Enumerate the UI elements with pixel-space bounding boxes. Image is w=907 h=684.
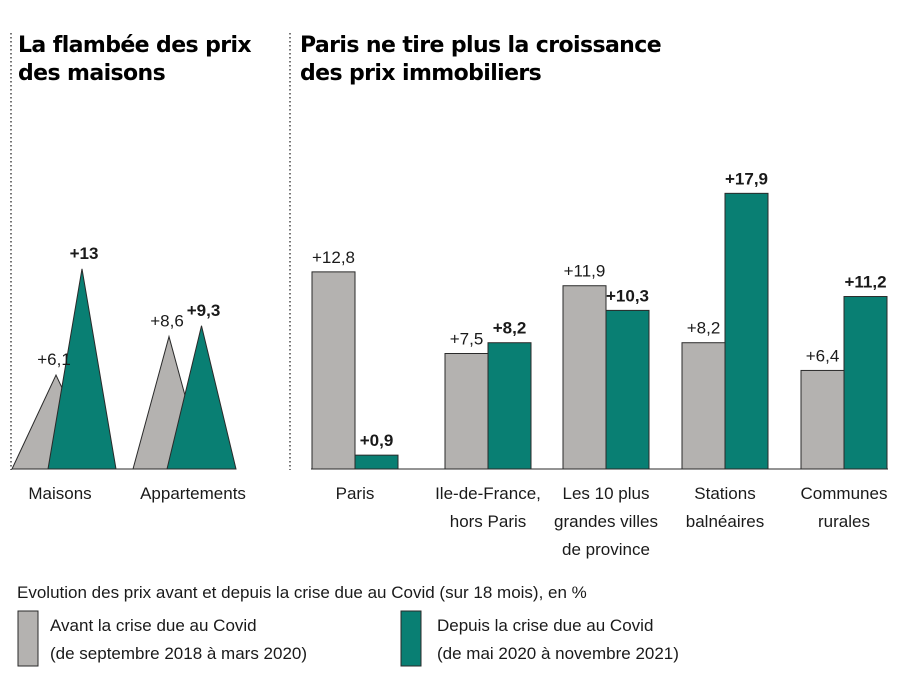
category-label-2-line2: de province — [562, 540, 650, 559]
bar-label-before-1: +7,5 — [450, 330, 484, 349]
legend-after-line2: (de mai 2020 à novembre 2021) — [437, 644, 679, 663]
bar-label-before-4: +6,4 — [806, 346, 840, 365]
label-after-1: +9,3 — [187, 301, 221, 320]
category-label-0: Maisons — [28, 484, 91, 503]
category-label-3-line0: Stations — [694, 484, 755, 503]
panel2-title-line2: des prix immobiliers — [300, 61, 542, 86]
label-after-0: +13 — [70, 244, 99, 263]
bar-before-3 — [681, 342, 726, 470]
legend-caption: Evolution des prix avant et depuis la cr… — [17, 583, 587, 602]
bar-label-after-3: +17,9 — [725, 169, 768, 188]
peak-after-0 — [47, 268, 117, 470]
category-label-2-line1: grandes villes — [554, 512, 658, 531]
legend-before-line1: Avant la crise due au Covid — [50, 616, 257, 635]
bar-after-0 — [354, 454, 399, 470]
bar-label-before-0: +12,8 — [312, 248, 355, 267]
category-label-1-line0: Ile-de-France, — [435, 484, 541, 503]
bar-label-before-3: +8,2 — [687, 319, 721, 338]
legend-after-swatch — [400, 610, 422, 667]
bar-before-0 — [311, 271, 356, 470]
peak-after-1 — [166, 325, 237, 470]
bar-label-after-2: +10,3 — [606, 286, 649, 305]
category-label-1-line1: hors Paris — [450, 512, 527, 531]
bar-after-4 — [843, 296, 888, 470]
panel1-title-line2: des maisons — [18, 61, 166, 86]
legend-after-line1: Depuis la crise due au Covid — [437, 616, 653, 635]
panel2-title-line1: Paris ne tire plus la croissance — [300, 33, 661, 58]
bar-after-3 — [724, 192, 769, 470]
bar-label-before-2: +11,9 — [564, 262, 606, 281]
category-label-2-line0: Les 10 plus — [563, 484, 650, 503]
bar-label-after-0: +0,9 — [360, 431, 394, 450]
bar-label-after-4: +11,2 — [844, 273, 886, 292]
bar-before-1 — [444, 353, 489, 470]
category-label-4-line0: Communes — [801, 484, 888, 503]
category-label-3-line1: balnéaires — [686, 512, 764, 531]
bar-label-after-1: +8,2 — [493, 319, 527, 338]
label-before-1: +8,6 — [150, 312, 184, 331]
bar-after-1 — [487, 342, 532, 470]
legend-before-swatch — [17, 610, 39, 667]
legend-before-line2: (de septembre 2018 à mars 2020) — [50, 644, 307, 663]
category-label-4-line1: rurales — [818, 512, 870, 531]
bar-after-2 — [605, 309, 650, 470]
bar-before-2 — [562, 285, 607, 470]
label-before-0: +6,1 — [37, 350, 71, 369]
category-label-1: Appartements — [140, 484, 246, 503]
category-label-0-line0: Paris — [336, 484, 375, 503]
bar-before-4 — [800, 369, 845, 470]
panel1-title-line1: La flambée des prix — [18, 33, 251, 58]
